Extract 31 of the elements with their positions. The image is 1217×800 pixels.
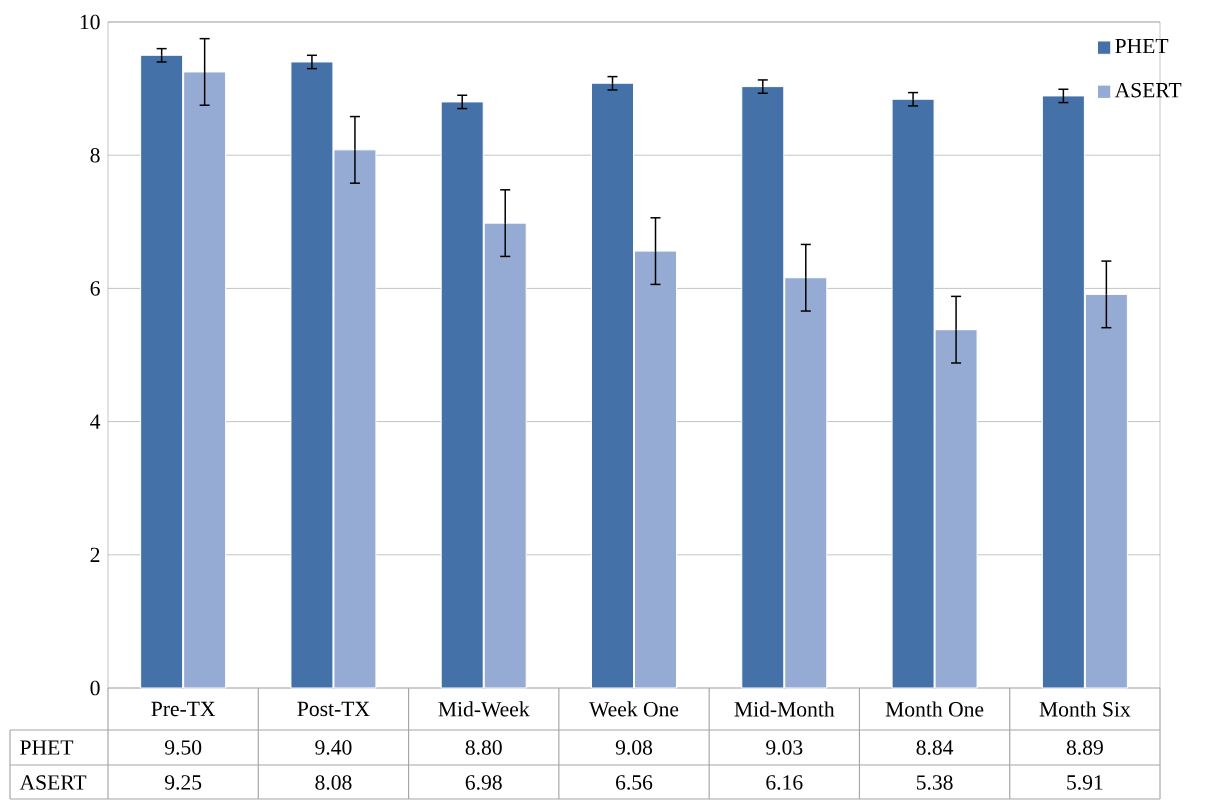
legend-label: ASERT xyxy=(1114,82,1182,98)
x-tick-label: Pre-TX xyxy=(151,701,216,717)
data-label: 8.08 xyxy=(315,775,352,790)
data-label: 9.03 xyxy=(766,740,803,755)
y-tick-label: 2 xyxy=(90,547,100,562)
x-tick-label: Post-TX xyxy=(297,701,370,717)
data-label: 9.40 xyxy=(315,740,352,755)
legend-label: PHET xyxy=(1115,38,1169,54)
y-tick-label: 0 xyxy=(90,680,100,696)
data-label: 8.80 xyxy=(465,740,502,755)
x-tick-label: Month Six xyxy=(1039,701,1131,717)
y-tick-label: 6 xyxy=(90,281,100,296)
x-tick-label: Month One xyxy=(885,701,984,717)
x-tick-label: Week One xyxy=(589,701,679,717)
x-tick-label: Mid-Month xyxy=(734,701,835,717)
data-label: 9.25 xyxy=(164,775,202,790)
data-label: 5.91 xyxy=(1067,775,1103,790)
data-label: 9.50 xyxy=(164,740,202,755)
y-tick-label: 10 xyxy=(80,14,100,30)
data-label: 6.56 xyxy=(616,775,653,790)
data-label: 6.16 xyxy=(766,775,803,790)
y-tick-label: 8 xyxy=(90,147,100,163)
data-label: 5.38 xyxy=(916,775,953,790)
text: PHET xyxy=(20,740,74,755)
data-label: 9.08 xyxy=(615,740,653,755)
data-label: 6.98 xyxy=(465,775,502,790)
data-label: 8.89 xyxy=(1066,740,1103,755)
x-tick-label: Mid-Week xyxy=(438,701,530,717)
data-label: 8.84 xyxy=(916,740,954,755)
text: ASERT xyxy=(19,775,87,790)
y-tick-label: 4 xyxy=(90,414,101,429)
